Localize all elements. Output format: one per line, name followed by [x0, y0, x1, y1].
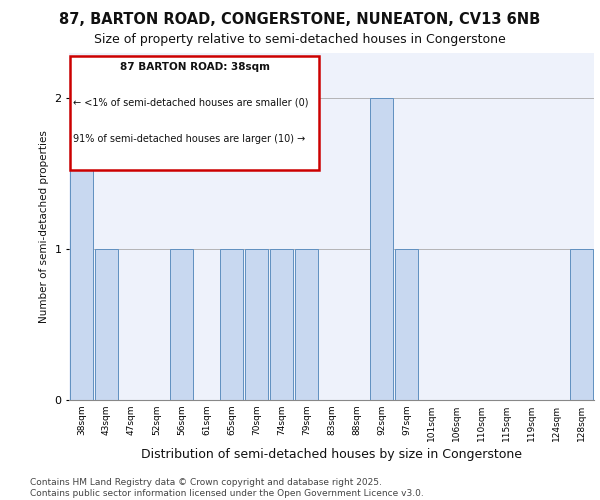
Bar	[245, 249, 268, 400]
Bar	[295, 249, 318, 400]
Text: 87 BARTON ROAD: 38sqm: 87 BARTON ROAD: 38sqm	[119, 62, 269, 72]
Text: 87, BARTON ROAD, CONGERSTONE, NUNEATON, CV13 6NB: 87, BARTON ROAD, CONGERSTONE, NUNEATON, …	[59, 12, 541, 28]
Bar	[95, 249, 118, 400]
Bar	[570, 249, 593, 400]
Text: Size of property relative to semi-detached houses in Congerstone: Size of property relative to semi-detach…	[94, 32, 506, 46]
Text: 91% of semi-detached houses are larger (10) →: 91% of semi-detached houses are larger (…	[73, 134, 305, 144]
Bar	[220, 249, 243, 400]
Text: ← <1% of semi-detached houses are smaller (0): ← <1% of semi-detached houses are smalle…	[73, 98, 308, 108]
Text: Contains HM Land Registry data © Crown copyright and database right 2025.
Contai: Contains HM Land Registry data © Crown c…	[30, 478, 424, 498]
FancyBboxPatch shape	[70, 56, 319, 170]
X-axis label: Distribution of semi-detached houses by size in Congerstone: Distribution of semi-detached houses by …	[141, 448, 522, 461]
Bar	[270, 249, 293, 400]
Y-axis label: Number of semi-detached properties: Number of semi-detached properties	[38, 130, 49, 322]
Bar	[70, 98, 93, 400]
Bar	[395, 249, 418, 400]
Bar	[170, 249, 193, 400]
Bar	[370, 98, 393, 400]
